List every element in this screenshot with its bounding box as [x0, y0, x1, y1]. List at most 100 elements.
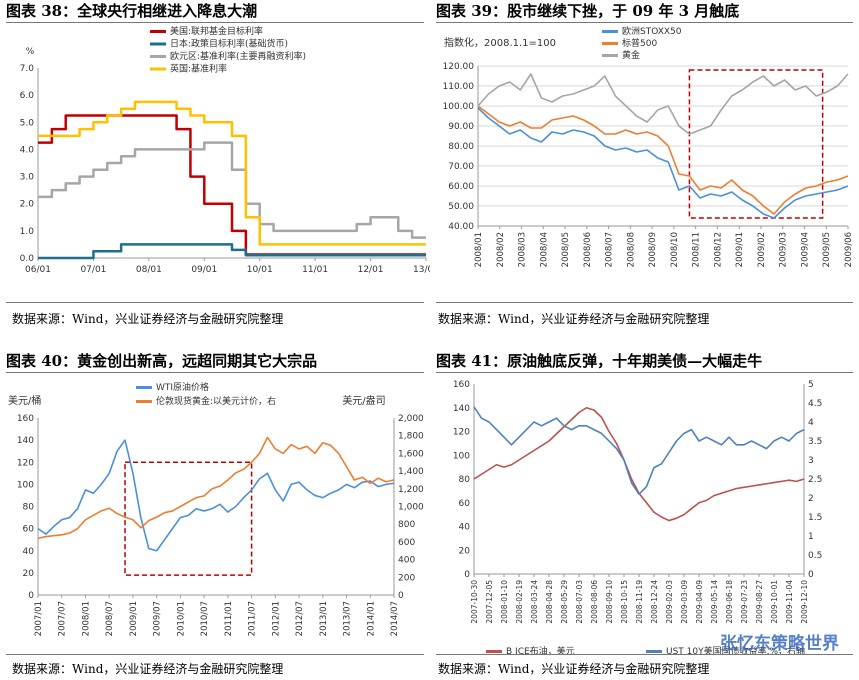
x-tick-label: 12/01	[358, 265, 384, 275]
x-tick-label: 2009-10-01	[770, 580, 779, 624]
x-tick-label: 11/01	[302, 265, 328, 275]
source-note: 数据来源：Wind，兴业证券经济与金融研究院整理	[12, 312, 284, 326]
y-axis-label: %	[26, 47, 35, 57]
series-line-0	[473, 406, 805, 522]
y-tick-label: 0.0	[20, 254, 35, 264]
y-tick-label: 50.00	[448, 202, 474, 212]
highlight-box	[688, 69, 824, 219]
y-tick-label: 80.00	[448, 142, 474, 152]
y-tick-label: 160	[453, 380, 470, 390]
y-tick-label: 160	[17, 414, 34, 424]
source-note: 数据来源：Wind，兴业证券经济与金融研究院整理	[438, 662, 710, 676]
x-tick-label: 2009/03	[779, 232, 789, 267]
title-rule	[6, 22, 424, 23]
x-tick-label: 2009/01	[129, 601, 139, 636]
y2-tick-label: 200	[398, 573, 415, 583]
y2-tick-label: 2.5	[808, 475, 822, 485]
x-tick-label: 2009-12-10	[800, 580, 809, 624]
y2-tick-label: 400	[398, 556, 415, 566]
panel-title: 图表 40：黄金创出新高，远超同期其它大宗品	[6, 352, 318, 370]
x-tick-label: 2008/03	[518, 232, 528, 267]
y-tick-label: 20	[459, 546, 471, 556]
x-tick-label: 2009/05	[822, 232, 832, 267]
x-tick-label: 08/01	[136, 265, 162, 275]
y-tick-label: 20	[23, 569, 35, 579]
x-tick-label: 10/01	[247, 265, 273, 275]
x-tick-label: 2007-10-30	[470, 580, 479, 624]
y2-tick-label: 1,200	[398, 485, 424, 495]
chart-fig41: 0 20 40 60 80 100 120 140 160 0 0.5 1 1.5 2 2.5 3 3.5 4 4.…	[453, 380, 823, 657]
source-rule	[6, 654, 424, 655]
x-tick-label: 2008-08-06	[590, 580, 599, 624]
panel-title: 图表 38：全球央行相继进入降息大潮	[6, 2, 258, 20]
series-line-3	[38, 100, 426, 246]
y-tick-label: 4.0	[20, 145, 35, 155]
x-tick-label: 2008/05	[561, 232, 571, 267]
x-tick-label: 2011/07	[248, 601, 258, 636]
legend-label: B ICE布油，美元	[506, 645, 575, 657]
x-tick-label: 2008-01-10	[500, 580, 509, 624]
x-tick-label: 2008/04	[539, 232, 549, 267]
legend-label: 欧元区:基准利率(主要再融资利率)	[170, 50, 306, 62]
panel-title: 图表 39：股市继续下挫，于 09 年 3 月触底	[436, 2, 740, 20]
y2-tick-label: 1	[808, 532, 814, 542]
x-tick-label: 2009-07-23	[740, 580, 749, 624]
watermark: 张忆东策略世界	[720, 634, 839, 654]
y2-tick-label: 800	[398, 520, 415, 530]
y-tick-label: 110.00	[443, 82, 475, 92]
chart-fig38: 0.0 1.0 2.0 3.0 4.0 5.0 6.0 7.0% 06/01 07/01 08/01…	[20, 26, 430, 275]
y-tick-label: 100	[17, 480, 34, 490]
x-tick-label: 2008/10	[670, 232, 680, 267]
title-rule	[436, 372, 853, 373]
x-tick-label: 2012/01	[271, 601, 281, 636]
y-tick-label: 120	[453, 428, 470, 438]
x-tick-label: 2009-06-18	[725, 580, 734, 624]
legend-label: 美国:联邦基金目标利率	[170, 26, 263, 37]
series-line-1	[477, 105, 849, 215]
y-tick-label: 5.0	[20, 118, 35, 128]
x-tick-label: 13/01	[413, 265, 430, 275]
y-tick-label: 3.0	[20, 173, 35, 183]
y2-tick-label: 1,000	[398, 503, 424, 513]
legend-swatch	[150, 42, 166, 46]
chart-fig40: 0 20 40 60 80 100 120 140 160 0 200 400 600 800 1,000 1…	[8, 381, 424, 636]
x-tick-label: 2011/01	[224, 601, 234, 636]
y-tick-label: 140	[453, 404, 470, 414]
x-tick-label: 2008/01	[81, 601, 91, 636]
y-tick-label: 120.00	[443, 62, 475, 72]
legend-swatch	[602, 54, 618, 57]
y2-tick-label: 4	[808, 418, 814, 428]
x-tick-label: 2008-12-24	[650, 580, 659, 624]
y-tick-label: 100	[453, 451, 470, 461]
legend-swatch	[150, 55, 166, 58]
x-tick-label: 2008-07-03	[575, 580, 584, 624]
y-tick-label: 90.00	[448, 122, 474, 132]
x-tick-label: 2008/12	[713, 232, 723, 267]
x-tick-label: 2010/01	[176, 601, 186, 636]
x-tick-label: 2009/02	[757, 232, 767, 267]
panel-title: 图表 41：原油触底反弹，十年期美债—大幅走牛	[436, 352, 763, 370]
y-axis-label: 美元/桶	[8, 394, 41, 407]
panel-fig39: 图表 39：股市继续下挫，于 09 年 3 月触底 40.00 50.00 60.0…	[430, 0, 859, 330]
source-rule	[6, 302, 424, 303]
y-tick-label: 80	[459, 475, 471, 485]
x-tick-label: 2008-11-19	[635, 580, 644, 624]
x-tick-label: 2007-12-05	[485, 580, 494, 624]
legend-swatch	[136, 400, 152, 403]
y-tick-label: 120	[17, 458, 34, 468]
x-tick-label: 2012/07	[295, 601, 305, 636]
y-tick-label: 2.0	[20, 200, 35, 210]
legend-label: 黄金	[622, 49, 640, 61]
legend-label: 标普500	[622, 37, 657, 49]
x-tick-label: 2008/06	[583, 232, 593, 267]
y2-tick-label: 2	[808, 494, 814, 504]
x-tick-label: 2009-05-14	[710, 580, 719, 624]
x-tick-label: 2008/08	[626, 232, 636, 267]
x-tick-label: 2014/01	[366, 601, 376, 636]
y2-tick-label: 1.5	[808, 513, 822, 523]
y-axis-label: 指数化，2008.1.1=100	[444, 36, 556, 49]
y2-tick-label: 3	[808, 456, 814, 466]
y-tick-label: 100.00	[443, 102, 475, 112]
title-rule	[6, 372, 424, 373]
x-tick-label: 2009/01	[735, 232, 745, 267]
